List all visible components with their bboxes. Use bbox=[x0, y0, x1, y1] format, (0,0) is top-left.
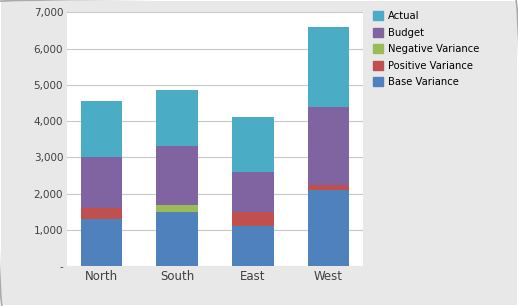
Bar bbox=[81, 219, 122, 266]
Bar bbox=[156, 204, 198, 212]
Bar bbox=[81, 208, 122, 219]
Bar bbox=[308, 106, 349, 185]
Bar bbox=[308, 190, 349, 266]
Bar bbox=[232, 226, 274, 266]
Bar bbox=[81, 101, 122, 157]
Bar bbox=[308, 27, 349, 106]
Bar bbox=[308, 185, 349, 190]
Bar bbox=[81, 157, 122, 208]
Bar bbox=[232, 118, 274, 172]
Bar bbox=[156, 90, 198, 147]
Bar bbox=[232, 212, 274, 226]
Bar bbox=[232, 172, 274, 212]
Legend: Actual, Budget, Negative Variance, Positive Variance, Base Variance: Actual, Budget, Negative Variance, Posit… bbox=[368, 7, 483, 91]
Bar bbox=[156, 212, 198, 266]
Bar bbox=[156, 147, 198, 204]
